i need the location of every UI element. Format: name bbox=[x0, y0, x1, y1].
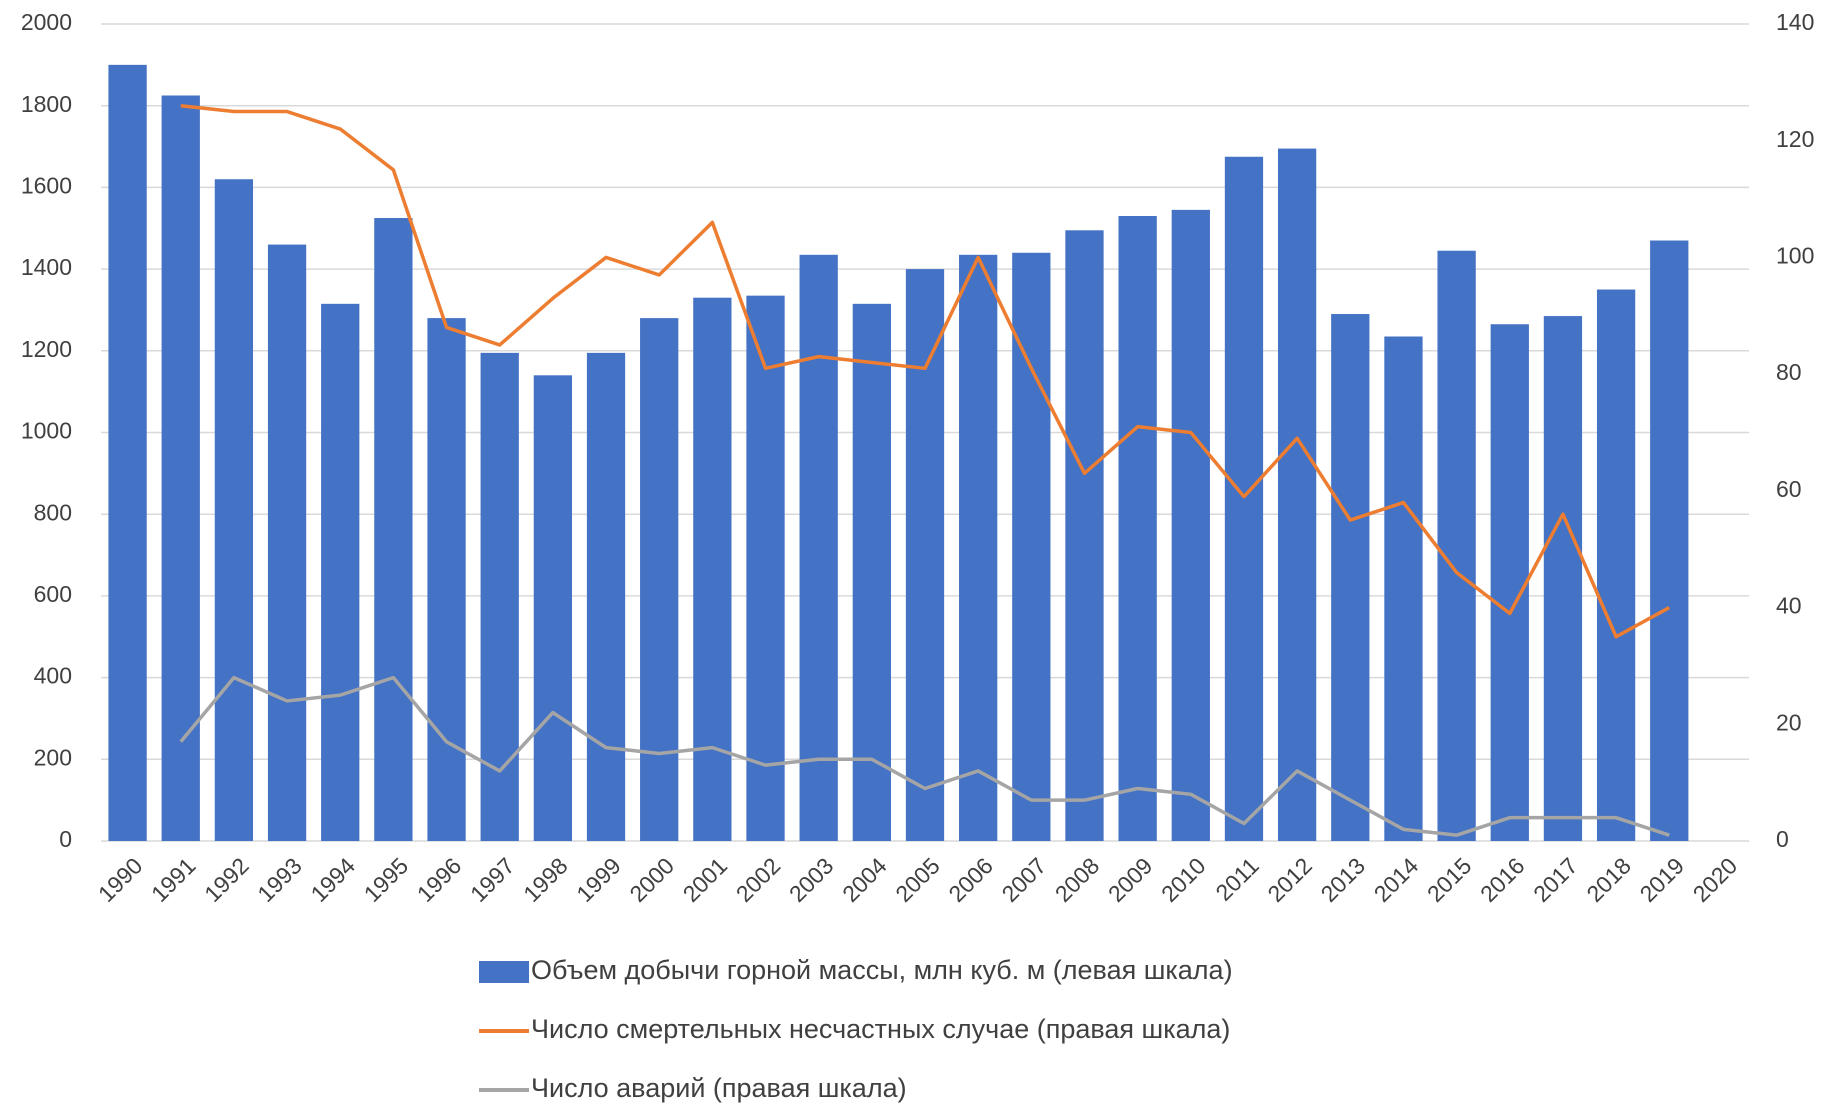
bar bbox=[1277, 148, 1317, 841]
y2-tick-label: 80 bbox=[1776, 359, 1802, 385]
y2-tick-label: 20 bbox=[1776, 709, 1802, 735]
y-tick-label: 200 bbox=[34, 744, 72, 770]
x-tick-label: 2016 bbox=[1475, 852, 1530, 907]
y-tick-label: 1800 bbox=[21, 91, 72, 117]
bar bbox=[852, 303, 891, 841]
bar bbox=[1437, 250, 1476, 841]
y-tick-label: 1600 bbox=[21, 172, 72, 198]
y-tick-label: 1200 bbox=[21, 336, 72, 362]
x-tick-label: 2005 bbox=[890, 852, 945, 907]
line bbox=[180, 103, 1671, 639]
y-tick-label: 2000 bbox=[21, 9, 72, 35]
bar bbox=[905, 269, 945, 842]
x-tick-label: 2019 bbox=[1635, 852, 1690, 907]
x-tick-label: 1993 bbox=[252, 852, 307, 907]
bar bbox=[1650, 240, 1689, 841]
y-tick-label: 400 bbox=[34, 663, 72, 689]
bar bbox=[959, 254, 998, 842]
bar bbox=[480, 352, 519, 841]
bar bbox=[1596, 289, 1636, 841]
y-tick-label: 0 bbox=[59, 826, 72, 852]
bar bbox=[693, 297, 732, 841]
bar bbox=[746, 295, 785, 842]
x-tick-label: 2006 bbox=[943, 852, 998, 907]
x-tick-label: 1995 bbox=[359, 852, 414, 907]
x-tick-label: 1992 bbox=[199, 852, 254, 907]
bar bbox=[1171, 209, 1210, 841]
x-tick-label: 2020 bbox=[1688, 852, 1743, 907]
y2-tick-label: 0 bbox=[1776, 826, 1789, 852]
x-tick-label: 2004 bbox=[837, 852, 892, 907]
bar bbox=[1331, 314, 1370, 841]
x-tick-label: 1990 bbox=[93, 852, 148, 907]
bar bbox=[1118, 215, 1157, 841]
x-tick-label: 2012 bbox=[1262, 852, 1317, 907]
x-tick-label: 2001 bbox=[678, 852, 733, 907]
x-tick-label: 2013 bbox=[1316, 852, 1371, 907]
x-tick-label: 2014 bbox=[1369, 852, 1424, 907]
x-tick-label: 2009 bbox=[1103, 852, 1158, 907]
y-tick-label: 800 bbox=[34, 499, 72, 525]
bar bbox=[1543, 316, 1583, 841]
y2-tick-label: 140 bbox=[1776, 9, 1814, 35]
x-tick-label: 2000 bbox=[624, 852, 679, 907]
legend-swatch bbox=[479, 961, 529, 983]
x-tick-label: 2002 bbox=[731, 852, 786, 907]
bar bbox=[586, 352, 626, 841]
y2-tick-label: 100 bbox=[1776, 243, 1814, 269]
line bbox=[179, 675, 1670, 837]
legend-label: Объем добычи горной массы, млн куб. м (л… bbox=[531, 955, 1233, 985]
bar bbox=[799, 254, 838, 842]
y2-tick-label: 60 bbox=[1776, 476, 1802, 502]
bar bbox=[1224, 156, 1264, 841]
bar bbox=[1384, 336, 1423, 841]
bar bbox=[1065, 230, 1104, 842]
x-tick-label: 1994 bbox=[305, 852, 360, 907]
x-tick-label: 1997 bbox=[465, 852, 520, 907]
x-tick-label: 2008 bbox=[1050, 852, 1105, 907]
bar bbox=[267, 244, 307, 842]
y2-tick-label: 120 bbox=[1776, 126, 1814, 152]
bar bbox=[108, 64, 147, 842]
y-tick-label: 1000 bbox=[21, 418, 72, 444]
x-tick-label: 1991 bbox=[146, 852, 201, 907]
x-tick-label: 1996 bbox=[412, 852, 467, 907]
x-tick-label: 2003 bbox=[784, 852, 839, 907]
legend-label: Число аварий (правая шкала) bbox=[531, 1073, 907, 1103]
x-tick-label: 2011 bbox=[1210, 852, 1263, 905]
bar bbox=[1490, 324, 1529, 841]
bar bbox=[640, 318, 679, 841]
bar bbox=[1012, 252, 1051, 841]
bar bbox=[374, 218, 413, 842]
bar bbox=[214, 179, 254, 842]
bar bbox=[321, 303, 360, 841]
x-tick-label: 2018 bbox=[1581, 852, 1636, 907]
y-tick-label: 600 bbox=[34, 581, 72, 607]
bar bbox=[161, 95, 200, 842]
legend-label: Число смертельных несчастных случае (пра… bbox=[531, 1014, 1230, 1044]
x-tick-label: 2010 bbox=[1156, 852, 1211, 907]
x-tick-label: 1999 bbox=[571, 852, 626, 907]
bar bbox=[533, 375, 573, 841]
y-tick-label: 1400 bbox=[21, 254, 72, 280]
x-tick-label: 2017 bbox=[1528, 852, 1583, 907]
y2-tick-label: 40 bbox=[1776, 593, 1802, 619]
x-tick-label: 2007 bbox=[997, 852, 1052, 907]
bar bbox=[427, 318, 466, 841]
x-tick-label: 1998 bbox=[518, 852, 573, 907]
x-tick-label: 2015 bbox=[1422, 852, 1477, 907]
